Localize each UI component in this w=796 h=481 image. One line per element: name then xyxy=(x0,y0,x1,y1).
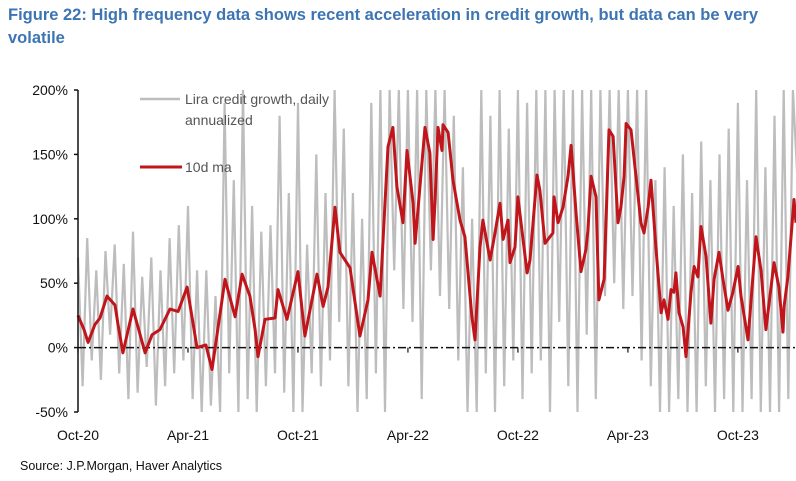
chart-title: Figure 22: High frequency data shows rec… xyxy=(8,6,759,47)
x-tick-label: Apr-23 xyxy=(607,427,649,443)
x-tick-label: Oct-20 xyxy=(57,427,99,443)
axes: 200% 150% 100% 50% 0% -50% Oct-20 Apr-21 Oct-21 A… xyxy=(32,82,759,443)
daily-series-line xyxy=(76,89,796,413)
y-tick-label: 150% xyxy=(32,146,68,162)
x-tick-label: Apr-22 xyxy=(387,427,429,443)
daily-series-layer xyxy=(76,89,796,413)
y-tick-label: 50% xyxy=(40,275,68,291)
x-tick-label: Oct-22 xyxy=(497,427,539,443)
y-tick-label: -50% xyxy=(35,404,68,420)
x-tick-label: Oct-21 xyxy=(277,427,319,443)
legend-label-daily-line2: annualized xyxy=(185,112,253,128)
y-tick-label: 200% xyxy=(32,82,68,98)
ma-series-layer xyxy=(76,122,796,371)
legend: Lira credit growth, daily annualized 10d… xyxy=(140,91,329,175)
source-note: Source: J.P.Morgan, Haver Analytics xyxy=(20,459,222,473)
x-tick-label: Oct-23 xyxy=(717,427,759,443)
x-tick-label: Apr-21 xyxy=(167,427,209,443)
y-tick-label: 100% xyxy=(32,211,68,227)
y-tick-label: 0% xyxy=(48,340,68,356)
ma-series-line xyxy=(76,122,796,371)
legend-label-ma: 10d ma xyxy=(185,159,232,175)
legend-label-daily-line1: Lira credit growth, daily xyxy=(185,91,329,107)
